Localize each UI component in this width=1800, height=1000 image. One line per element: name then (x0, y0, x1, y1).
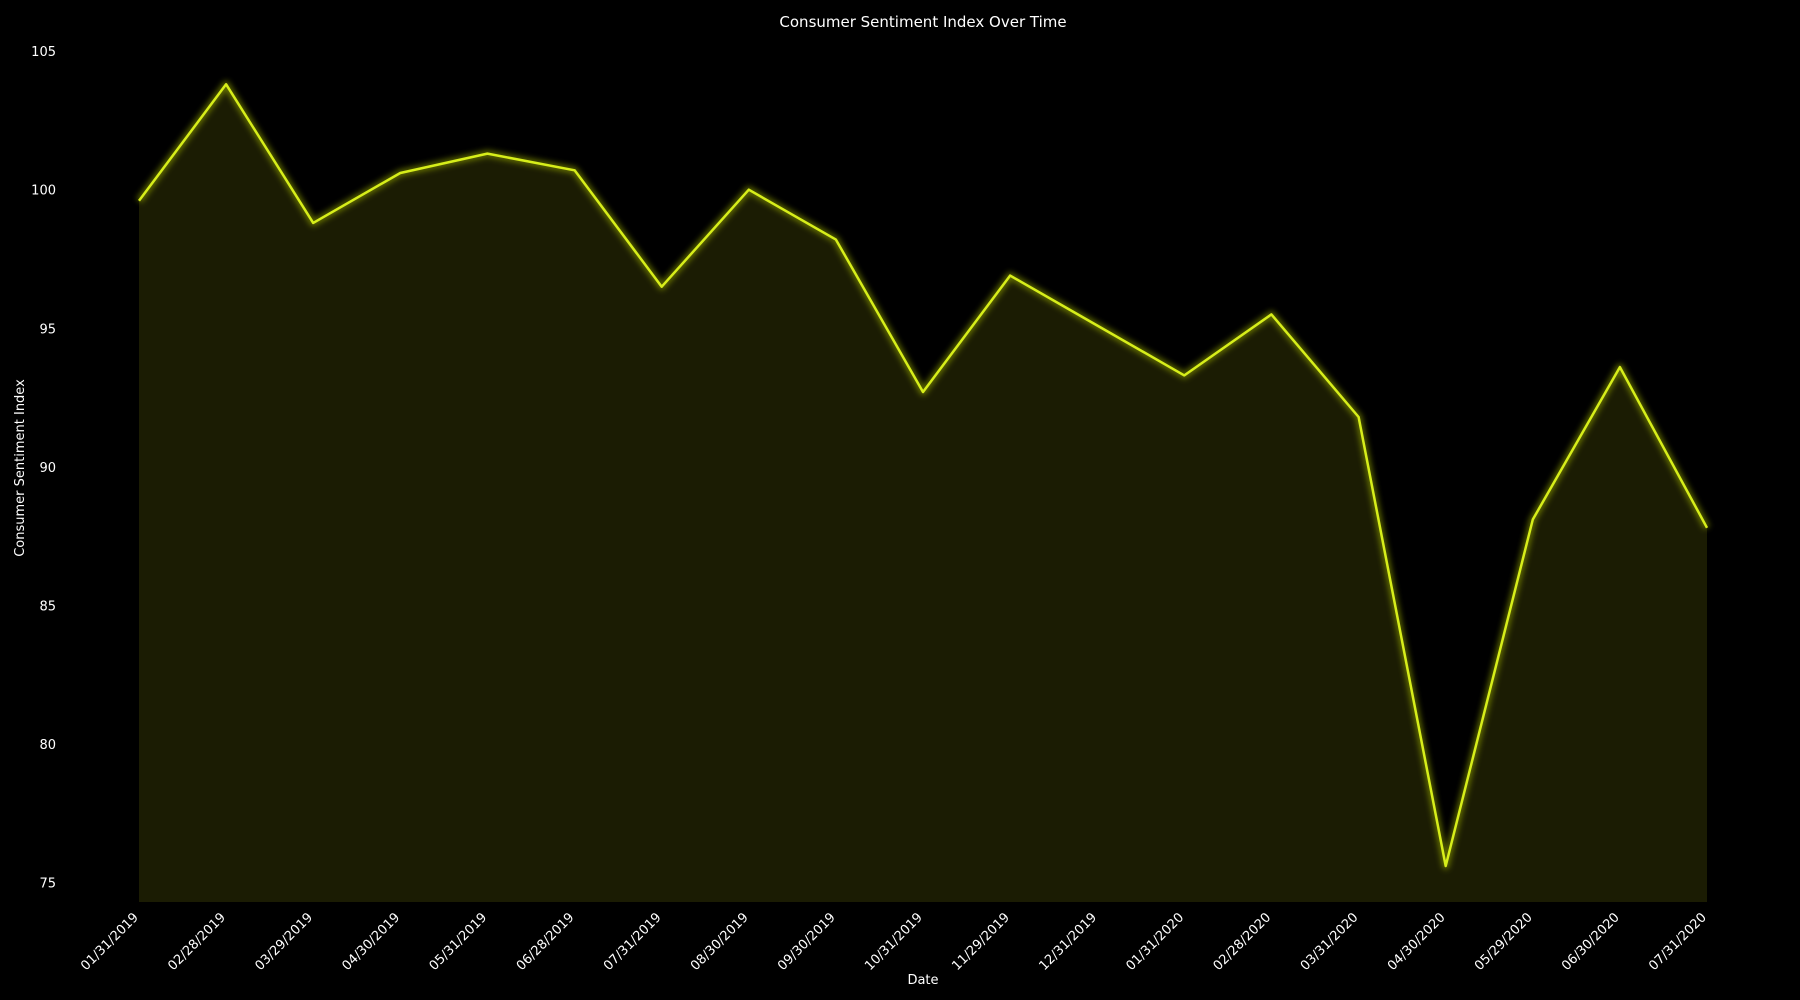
x-tick-label: 04/30/2019 (340, 910, 404, 974)
y-tick-label: 95 (39, 322, 56, 337)
y-tick-label: 105 (31, 45, 56, 60)
y-tick-label: 75 (39, 877, 56, 892)
series-line (137, 83, 1709, 868)
x-tick-label: 02/28/2020 (1211, 910, 1275, 974)
x-tick-label: 04/30/2020 (1385, 910, 1449, 974)
x-tick-label: 05/31/2019 (427, 910, 491, 974)
x-tick-label: 02/28/2019 (165, 910, 229, 974)
x-tick-label: 11/29/2019 (949, 910, 1013, 974)
y-axis: 75 80 85 90 95 100 105 (31, 45, 56, 892)
x-tick-label: 09/30/2019 (775, 910, 839, 974)
x-tick-label: 10/31/2019 (862, 910, 926, 974)
x-tick-label: 01/31/2019 (78, 910, 142, 974)
plot-area (136, 80, 1711, 903)
y-tick-label: 100 (31, 184, 56, 199)
x-tick-label: 07/31/2020 (1646, 910, 1710, 974)
x-tick-label: 06/30/2020 (1559, 910, 1623, 974)
x-tick-label: 12/31/2019 (1036, 910, 1100, 974)
x-tick-label: 01/31/2020 (1124, 910, 1188, 974)
x-axis-label: Date (907, 973, 938, 988)
x-axis: 01/31/2019 02/28/2019 03/29/2019 04/30/2019… (78, 910, 1710, 974)
x-tick-label: 06/28/2019 (514, 910, 578, 974)
y-tick-label: 85 (39, 599, 56, 614)
chart-title: Consumer Sentiment Index Over Time (779, 13, 1066, 31)
area-fill (139, 84, 1707, 903)
y-axis-label: Consumer Sentiment Index (13, 379, 28, 557)
x-tick-label: 03/31/2020 (1298, 910, 1362, 974)
x-tick-label: 07/31/2019 (601, 910, 665, 974)
x-tick-label: 05/29/2020 (1472, 910, 1536, 974)
x-tick-label: 08/30/2019 (688, 910, 752, 974)
y-tick-label: 90 (39, 461, 56, 476)
y-tick-label: 80 (39, 738, 56, 753)
x-tick-label: 03/29/2019 (252, 910, 316, 974)
